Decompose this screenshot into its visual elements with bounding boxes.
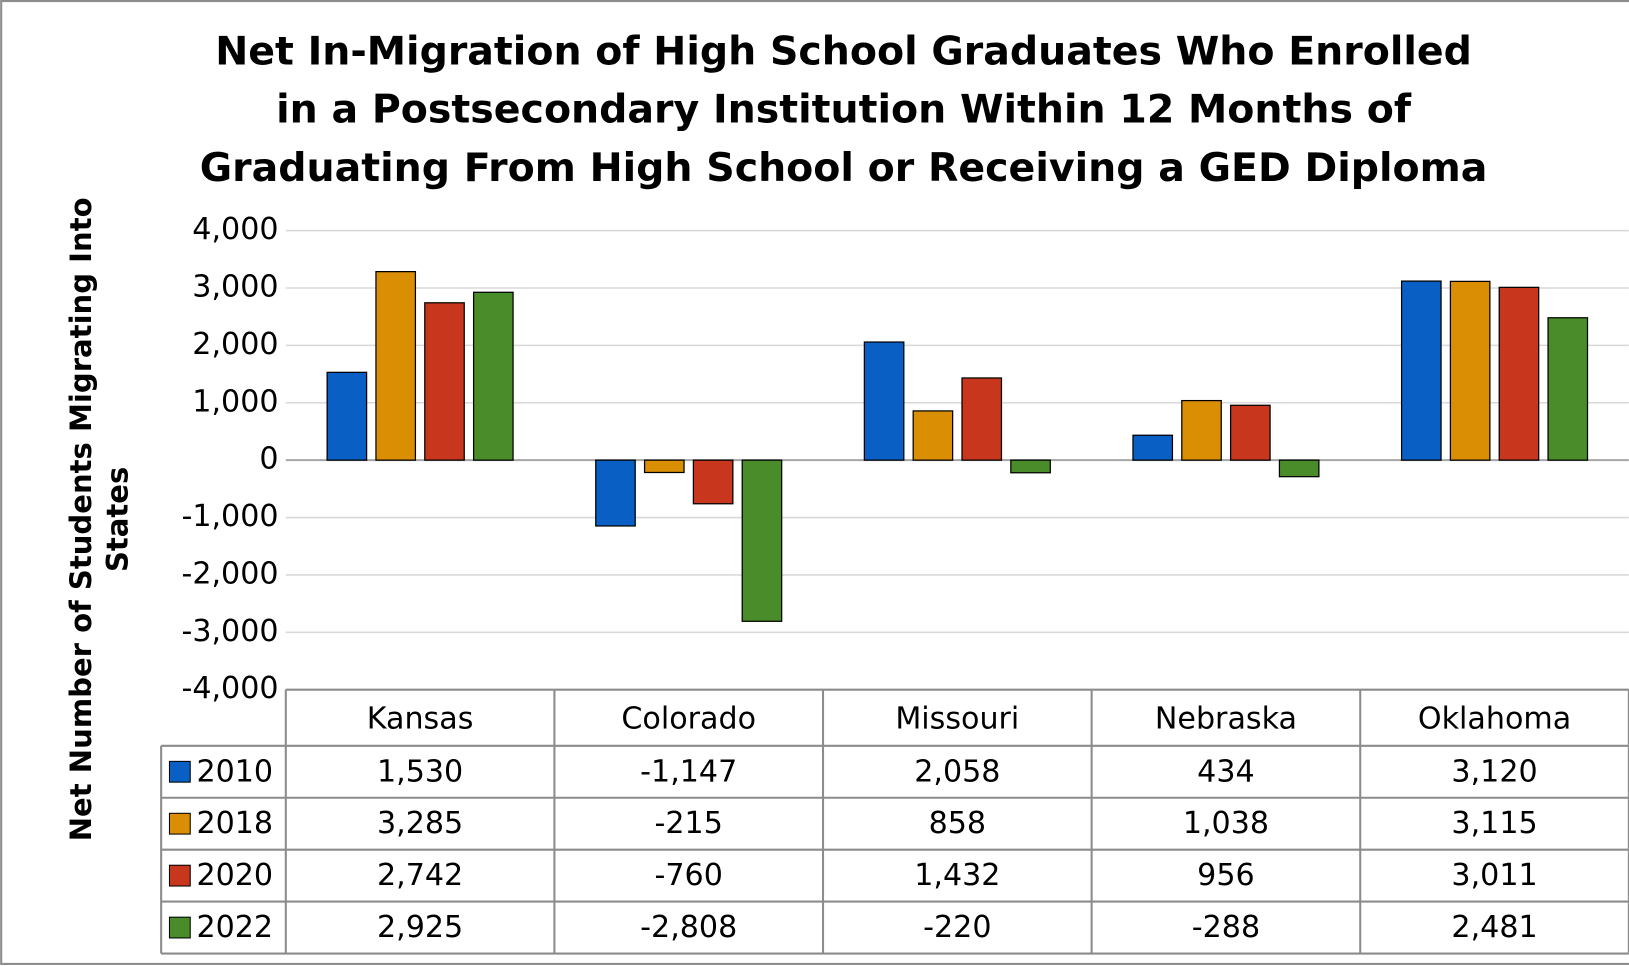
bar bbox=[1181, 399, 1222, 461]
y-tick-label: -4,000 bbox=[181, 671, 278, 706]
y-tick-label: -2,000 bbox=[181, 556, 278, 591]
legend-label: 2020 bbox=[196, 858, 273, 893]
bar bbox=[961, 377, 1003, 461]
bar bbox=[595, 459, 636, 527]
table-value: 1,038 bbox=[1183, 806, 1269, 841]
chart-title: Net In-Migration of High School Graduate… bbox=[215, 29, 1472, 75]
bar bbox=[1132, 434, 1174, 461]
table-value: 3,120 bbox=[1451, 754, 1537, 789]
table-value: 2,742 bbox=[377, 858, 463, 893]
legend-label: 2018 bbox=[196, 806, 273, 841]
table-category: Colorado bbox=[621, 701, 756, 736]
legend-label: 2022 bbox=[196, 910, 273, 945]
table-value: -288 bbox=[1192, 910, 1260, 945]
table-value: 1,530 bbox=[377, 754, 463, 789]
legend-swatch bbox=[168, 916, 191, 939]
legend-swatch bbox=[168, 864, 191, 887]
bar bbox=[1449, 280, 1491, 461]
y-tick-label: -3,000 bbox=[181, 614, 278, 649]
bar bbox=[1400, 280, 1442, 461]
bar bbox=[1498, 286, 1540, 461]
table-value: 1,432 bbox=[914, 858, 1000, 893]
table-value: -215 bbox=[655, 806, 723, 841]
table-value: 3,115 bbox=[1451, 806, 1537, 841]
bar bbox=[1547, 317, 1589, 461]
bar bbox=[692, 459, 734, 505]
table-category: Oklahoma bbox=[1418, 701, 1571, 736]
bar bbox=[1229, 404, 1271, 461]
y-axis-label-line: Net Number of Students Migrating Into bbox=[64, 197, 98, 841]
bar bbox=[326, 371, 368, 461]
table-value: 2,058 bbox=[914, 754, 1000, 789]
table-value: -220 bbox=[923, 910, 991, 945]
y-axis-label: Net Number of Students Migrating Into Sta… bbox=[64, 197, 134, 841]
y-tick-label: 3,000 bbox=[192, 269, 278, 304]
table-value: 858 bbox=[929, 806, 986, 841]
table-value: -1,147 bbox=[640, 754, 737, 789]
table-value: 3,011 bbox=[1451, 858, 1537, 893]
y-tick-label: 0 bbox=[259, 442, 278, 477]
y-tick-label: 4,000 bbox=[192, 212, 278, 247]
bar bbox=[863, 341, 905, 461]
table-value: -2,808 bbox=[640, 910, 737, 945]
chart-title: in a Postsecondary Institution Within 12… bbox=[276, 87, 1412, 133]
bar bbox=[912, 410, 954, 461]
legend-swatch bbox=[168, 812, 191, 835]
table-value: 434 bbox=[1197, 754, 1254, 789]
y-tick-label: 2,000 bbox=[192, 327, 278, 362]
table-value: 3,285 bbox=[377, 806, 463, 841]
table-value: -760 bbox=[655, 858, 723, 893]
bar bbox=[375, 271, 417, 461]
bar bbox=[424, 302, 465, 461]
bar bbox=[1278, 459, 1320, 478]
table-category: Kansas bbox=[367, 701, 474, 736]
legend-swatch bbox=[168, 760, 191, 783]
table-value: 2,481 bbox=[1451, 910, 1537, 945]
table-value: 2,925 bbox=[377, 910, 463, 945]
bar bbox=[1010, 459, 1051, 474]
y-axis-label-line: States bbox=[101, 467, 135, 572]
y-tick-label: 1,000 bbox=[192, 384, 278, 419]
bar bbox=[643, 459, 685, 474]
table-category: Missouri bbox=[895, 701, 1019, 736]
bar bbox=[472, 291, 514, 461]
bar bbox=[741, 459, 783, 622]
chart-title: Graduating From High School or Receiving… bbox=[200, 145, 1488, 191]
legend-label: 2010 bbox=[196, 754, 273, 789]
table-value: 956 bbox=[1197, 858, 1254, 893]
table-category: Nebraska bbox=[1155, 701, 1297, 736]
y-tick-label: -1,000 bbox=[181, 499, 278, 534]
